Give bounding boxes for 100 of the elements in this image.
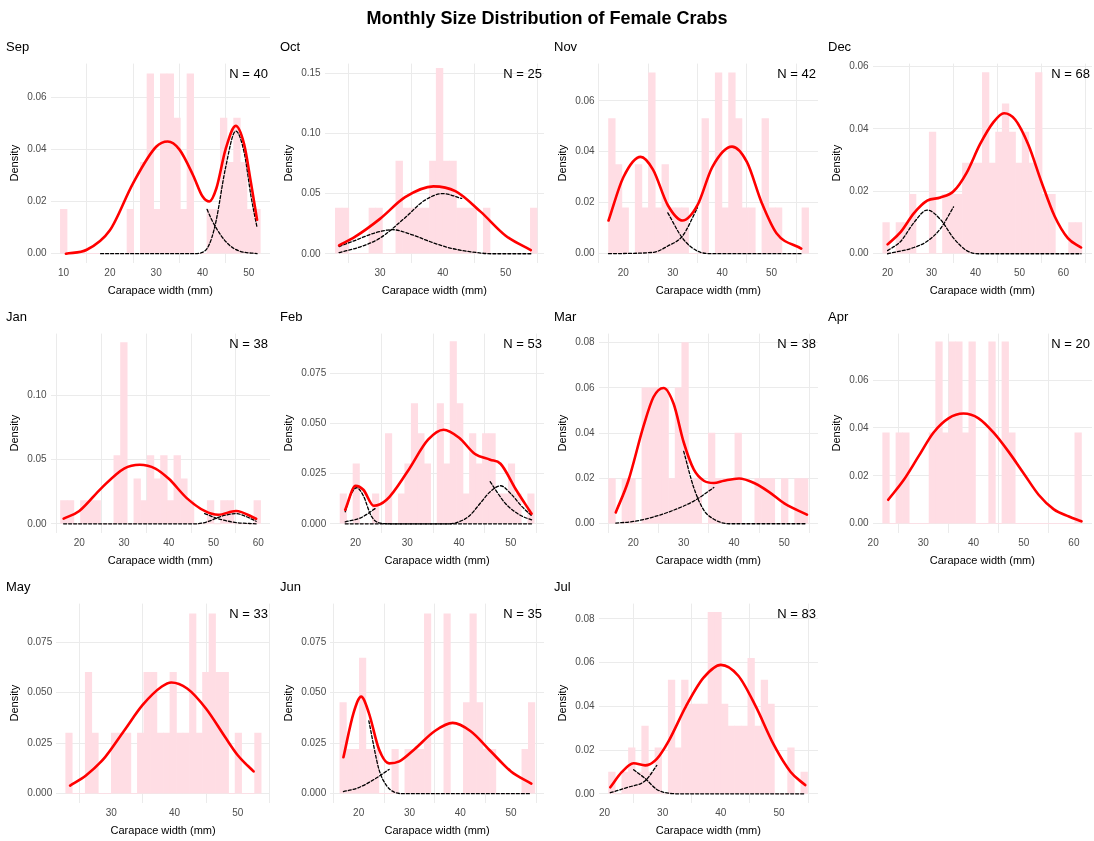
x-tick-label: 20 [617, 266, 630, 278]
x-tick-label: 20 [104, 266, 116, 278]
x-tick-label: 20 [353, 806, 365, 818]
y-tick-label: 0.02 [849, 469, 870, 481]
chart-title: Sep [6, 39, 30, 55]
annotation: N = 33 [229, 605, 268, 621]
annotation: N = 53 [503, 335, 542, 351]
text: Monthly Size Distribution of Female Crabs [365, 8, 729, 30]
x-tick-label: 20 [867, 536, 880, 548]
y-tick-label: 0.06 [575, 94, 596, 106]
y-tick-label: 0.06 [849, 373, 870, 385]
y-axis-title: Density [555, 684, 568, 722]
x-tick-label: 50 [505, 536, 517, 548]
x-tick-label: 40 [967, 536, 980, 548]
y-tick-label: 0.10 [301, 127, 322, 139]
y-tick-label: 0.00 [849, 517, 870, 529]
x-tick-label: 60 [1057, 266, 1070, 278]
x-axis-title: Carapace width (mm) [110, 824, 216, 837]
chart-title: Jan [6, 309, 27, 325]
y-tick-label: 0.050 [27, 686, 53, 698]
x-tick-label: 50 [208, 536, 220, 548]
y-tick-label: 0.06 [575, 381, 596, 393]
chart-title: Jun [280, 579, 301, 595]
x-tick-label: 50 [766, 266, 778, 278]
y-axis-title: Density [281, 414, 294, 452]
x-tick-label: 40 [168, 806, 181, 818]
y-tick-label: 0.075 [27, 635, 53, 647]
x-tick-label: 20 [627, 536, 640, 548]
x-axis-title: Carapace width (mm) [655, 554, 761, 567]
x-tick-label: 20 [350, 536, 362, 548]
y-tick-label: 0.06 [849, 60, 870, 72]
chart-title: Mar [554, 309, 578, 325]
y-tick-label: 0.04 [575, 145, 596, 157]
y-tick-label: 0.04 [27, 143, 48, 155]
x-tick-label: 30 [657, 806, 669, 818]
x-tick-label: 20 [73, 536, 86, 548]
x-tick-label: 40 [716, 266, 729, 278]
y-tick-label: 0.000 [27, 787, 53, 799]
x-tick-label: 30 [678, 536, 690, 548]
chart-title: Dec [828, 39, 852, 55]
y-tick-label: 0.00 [575, 787, 596, 799]
x-tick-label: 50 [778, 536, 791, 548]
y-tick-label: 0.025 [27, 736, 53, 748]
x-axis-title: Carapace width (mm) [381, 284, 487, 297]
chart-title: Oct [280, 39, 301, 55]
annotation: N = 68 [1051, 65, 1090, 81]
x-tick-label: 60 [252, 536, 265, 548]
x-tick-label: 40 [453, 536, 466, 548]
x-tick-label: 30 [118, 536, 131, 548]
y-tick-label: 0.02 [849, 185, 870, 197]
x-tick-label: 30 [917, 536, 930, 548]
chart-title: Nov [554, 39, 578, 55]
y-tick-label: 0.05 [27, 453, 48, 465]
annotation: N = 25 [503, 65, 542, 81]
y-tick-label: 0.00 [575, 247, 596, 259]
y-axis-title: Density [7, 684, 20, 722]
y-axis-title: Density [555, 414, 568, 452]
y-axis-title: Density [281, 144, 294, 182]
y-tick-label: 0.02 [575, 743, 596, 755]
chart-title: May [6, 579, 32, 595]
x-axis-title: Carapace width (mm) [107, 284, 213, 297]
x-tick-label: 30 [403, 806, 416, 818]
x-axis-title: Carapace width (mm) [929, 554, 1035, 567]
x-tick-label: 40 [454, 806, 467, 818]
x-tick-label: 50 [773, 806, 786, 818]
y-tick-label: 0.02 [27, 195, 48, 207]
x-tick-label: 60 [1068, 536, 1080, 548]
x-axis-title: Carapace width (mm) [655, 284, 761, 297]
x-tick-label: 40 [437, 266, 449, 278]
annotation: N = 38 [777, 335, 816, 351]
y-tick-label: 0.00 [849, 247, 870, 259]
y-tick-label: 0.00 [575, 517, 596, 529]
x-tick-label: 50 [1013, 266, 1026, 278]
y-tick-label: 0.08 [575, 336, 596, 348]
x-tick-label: 40 [715, 806, 727, 818]
x-axis-title: Carapace width (mm) [384, 824, 490, 837]
annotation: N = 42 [777, 65, 816, 81]
y-tick-label: 0.050 [301, 686, 327, 698]
y-tick-label: 0.00 [301, 247, 322, 259]
x-axis-title: Carapace width (mm) [107, 554, 213, 567]
y-tick-label: 0.00 [27, 247, 48, 259]
x-tick-label: 40 [163, 536, 175, 548]
y-tick-label: 0.050 [301, 417, 327, 429]
x-tick-label: 30 [150, 266, 163, 278]
y-tick-label: 0.02 [575, 472, 596, 484]
y-tick-label: 0.025 [301, 467, 327, 479]
y-tick-label: 0.02 [575, 196, 596, 208]
x-tick-label: 50 [1018, 536, 1030, 548]
annotation: N = 20 [1051, 335, 1090, 351]
x-tick-label: 50 [243, 266, 255, 278]
x-tick-label: 50 [505, 806, 517, 818]
y-tick-label: 0.15 [301, 66, 322, 78]
x-tick-label: 30 [105, 806, 118, 818]
y-tick-label: 0.08 [575, 612, 596, 624]
y-tick-label: 0.06 [575, 656, 596, 668]
annotation: N = 83 [777, 605, 816, 621]
y-tick-label: 0.06 [27, 90, 48, 102]
y-tick-label: 0.025 [301, 736, 327, 748]
y-tick-label: 0.05 [301, 187, 322, 199]
y-axis-title: Density [555, 144, 568, 182]
